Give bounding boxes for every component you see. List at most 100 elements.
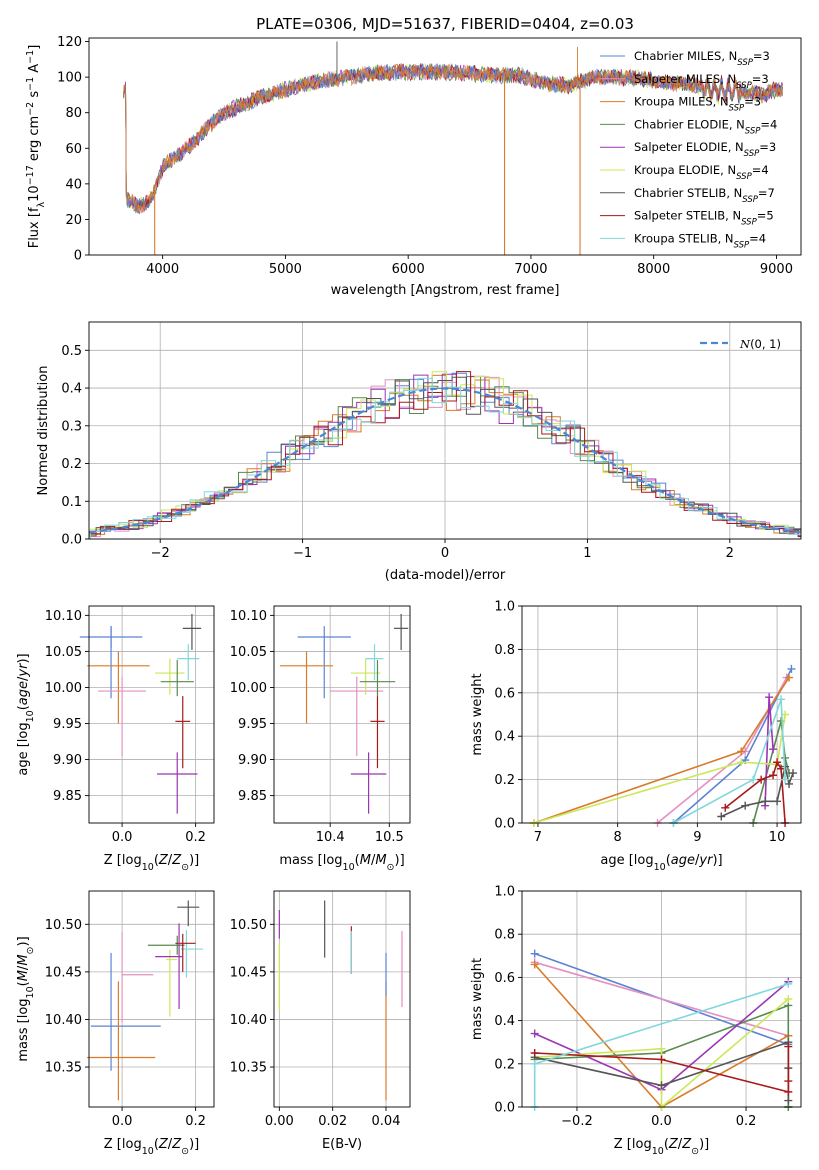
axes-frame: [88, 321, 802, 540]
axes-frame: [521, 890, 802, 1108]
label-part: Z: [158, 1137, 169, 1152]
label-part: /: [16, 965, 31, 970]
x-tick-label: 8: [614, 830, 622, 845]
x-axis-label: (data-model)/error: [385, 568, 506, 583]
weight-marker: [769, 771, 778, 780]
error-bars: [87, 900, 203, 1101]
label-part: (: [666, 853, 671, 868]
label-part: log: [634, 853, 654, 868]
weight-marker: [769, 745, 778, 754]
label-part: 10: [652, 1146, 664, 1157]
x-tick-label: 7000: [514, 262, 547, 277]
legend-text: Kroupa STELIB, N: [634, 231, 734, 245]
weight-line: [534, 998, 789, 1109]
legend-suffix: =7: [758, 186, 775, 200]
x-tick-label: −2: [151, 546, 170, 561]
x-axis-label: mass [log10(M/M⊙)]: [279, 853, 404, 873]
legend-suffix: =3: [744, 95, 761, 109]
label-part: /: [695, 853, 700, 868]
legend-entry: Salpeter ELODIE, NSSP=3: [634, 140, 776, 159]
age-vs-mass-panel: 10.4 10.5 9.85 9.90 9.95 10.00 10.05 10.10 mass …: [230, 605, 411, 873]
label-part: 10: [25, 986, 36, 998]
y-tick-label: 0.0: [494, 817, 515, 832]
label-part: )]: [16, 653, 31, 663]
label-part: M: [360, 853, 371, 868]
label-part: A: [27, 64, 42, 77]
weight-marker: [657, 1081, 666, 1090]
weight-marker: [784, 1077, 793, 1086]
label-part: (: [154, 853, 159, 868]
label-part: 10: [142, 862, 154, 873]
y-tick-label: 10.00: [45, 681, 82, 696]
y-tick-label: 0.6: [494, 686, 515, 701]
x-tick-label: 6000: [392, 262, 425, 277]
label-part: ⊙: [181, 1146, 189, 1157]
legend-text: Chabrier MILES, N: [634, 49, 737, 63]
x-axis-label: Z [log10(Z/Z⊙)]: [104, 853, 199, 873]
y-tick-label: 1.0: [494, 885, 515, 900]
axes-frame: [273, 605, 411, 824]
weight-marker: [784, 1096, 793, 1105]
x-tick-label: 1: [583, 546, 591, 561]
spectrum-line: [123, 63, 783, 212]
y-tick-label: 120: [57, 35, 82, 50]
label-part: Z: [171, 853, 182, 868]
y-tick-label: 20: [65, 213, 82, 228]
legend-suffix: =4: [752, 163, 769, 177]
legend-subscript: SSP: [742, 195, 758, 205]
error-bars: [79, 613, 202, 814]
histogram-step: [89, 376, 801, 538]
weight-marker: [530, 1029, 539, 1038]
x-tick-label: 7: [534, 830, 542, 845]
weight-marker: [657, 1044, 666, 1053]
weight-lines: [529, 664, 798, 827]
label-part: ⊙: [387, 862, 395, 873]
label-part: s: [27, 91, 42, 102]
x-tick-label: −1: [293, 546, 312, 561]
label-part: (: [664, 1137, 669, 1152]
x-tick-label: 9: [693, 830, 701, 845]
y-tick-label: 60: [65, 142, 82, 157]
legend-entry: Salpeter STELIB, NSSP=5: [634, 209, 774, 228]
legend-text: Salpeter STELIB, N: [634, 209, 741, 223]
spectrum-panel: PLATE=0306, MJD=51637, FIBERID=0404, z=0…: [25, 15, 802, 298]
label-part: Z: [681, 1137, 692, 1152]
error-bars: [278, 900, 403, 1101]
y-axis-label: mass weight: [470, 958, 485, 1040]
y-axis-label: mass [log10(M/M⊙)]: [16, 936, 36, 1061]
y-tick-label: 0.5: [61, 344, 82, 359]
axes-frame: [521, 605, 802, 824]
weight-marker: [781, 775, 790, 784]
gridlines: [89, 891, 214, 1107]
weight-marker: [784, 1042, 793, 1051]
x-tick-label: 0.0: [112, 1114, 133, 1129]
label-part: −1: [25, 50, 36, 64]
y-tick-label: 0: [74, 249, 82, 264]
mass-vs-EBV-panel: 0.00 0.02 0.04 10.35 10.40 10.45 10.50 E(B-V): [230, 890, 411, 1152]
weight-marker: [737, 758, 746, 767]
label-part: /: [678, 1137, 683, 1152]
y-tick-label: 10.10: [230, 609, 267, 624]
y-tick-label: 0.4: [494, 730, 515, 745]
weight-marker: [657, 1055, 666, 1064]
label-part: (: [16, 705, 31, 710]
y-axis-label: Flux [fλ10−17 erg cm−2 s−1 A−1]: [25, 45, 47, 249]
weight-marker: [777, 695, 786, 704]
x-tick-label: 10.4: [316, 830, 345, 845]
label-part: age: [671, 853, 695, 868]
x-axis-label: Z [log10(Z/Z⊙)]: [104, 1137, 199, 1157]
y-tick-label: 10.10: [45, 609, 82, 624]
weight-marker: [773, 758, 782, 767]
weight-marker: [530, 949, 539, 958]
legend-subscript: SSP: [736, 172, 752, 182]
legend-suffix: =4: [749, 231, 766, 245]
y-tick-label: 9.95: [53, 717, 82, 732]
x-axis-label: E(B-V): [322, 1137, 362, 1152]
label-part: /: [168, 1137, 173, 1152]
x-tick-label: 10.5: [375, 830, 404, 845]
x-tick-label: 0.0: [112, 830, 133, 845]
label-part: Flux [f: [27, 207, 42, 248]
